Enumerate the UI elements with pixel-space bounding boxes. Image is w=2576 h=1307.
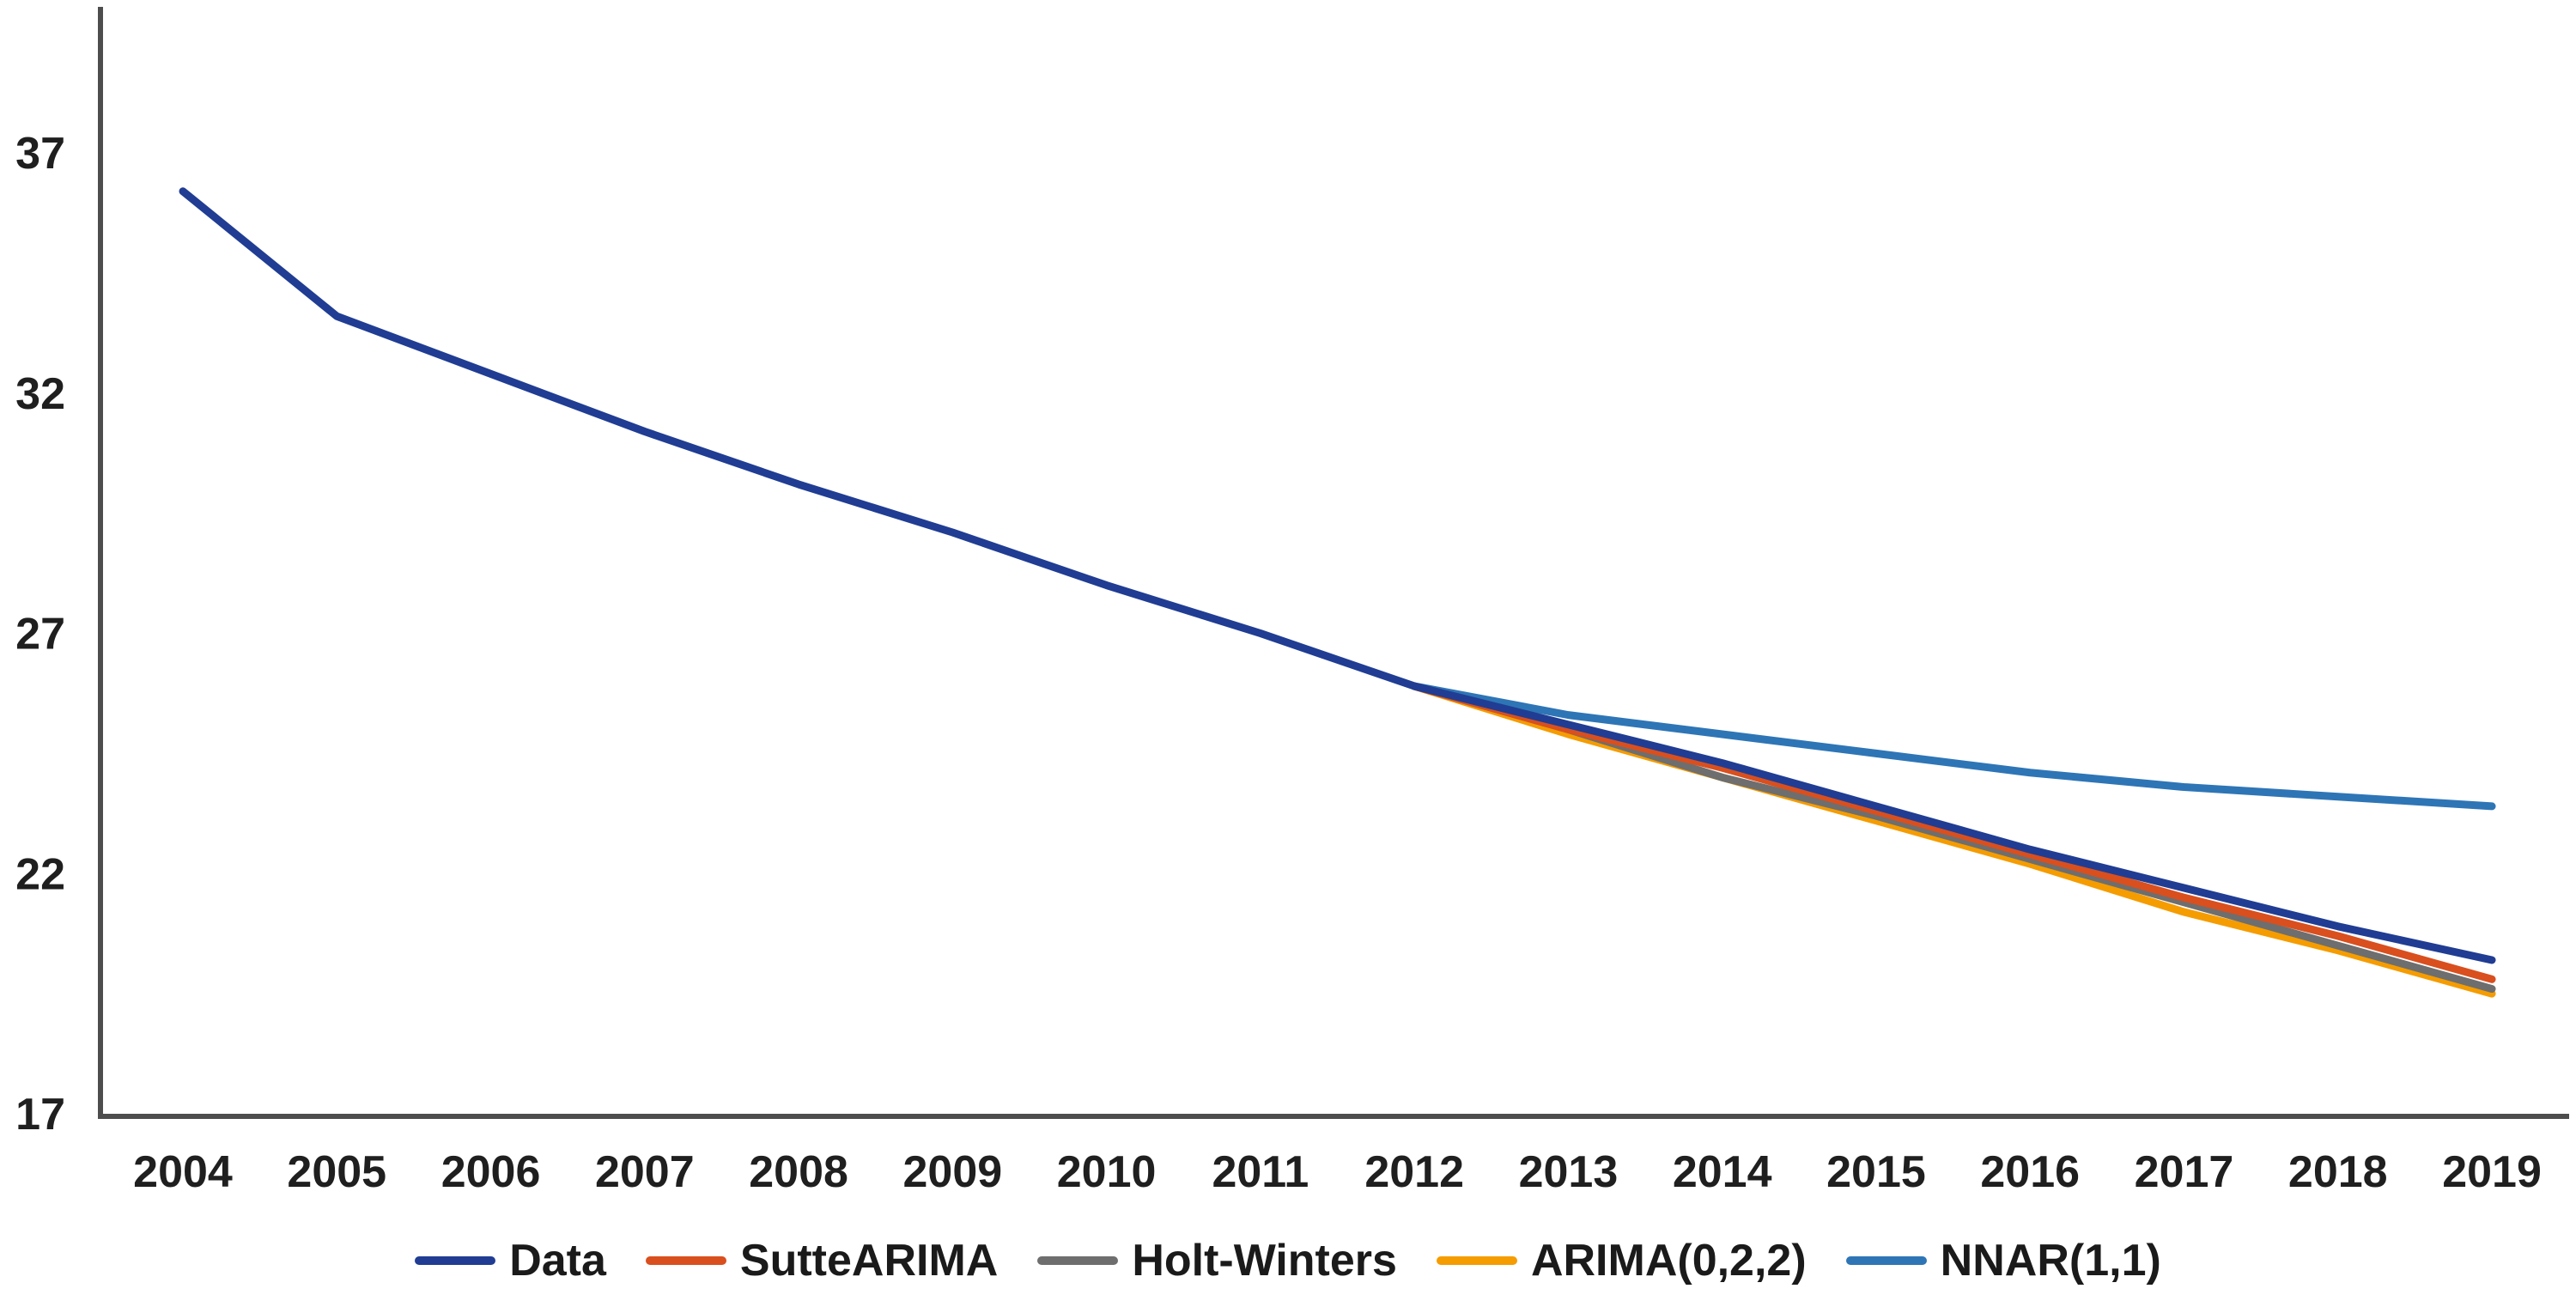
legend-item-data: Data — [415, 1235, 606, 1286]
y-tick-label: 32 — [15, 369, 65, 419]
legend-item-holt-winters: Holt-Winters — [1037, 1235, 1397, 1286]
legend-item-arima-0-2-2: ARIMA(0,2,2) — [1436, 1235, 1807, 1286]
x-tick-label: 2007 — [595, 1147, 695, 1197]
x-tick-label: 2012 — [1364, 1147, 1464, 1197]
y-tick-label: 27 — [15, 610, 65, 660]
x-tick-label: 2008 — [749, 1147, 848, 1197]
legend-item-suttearima: SutteARIMA — [645, 1235, 999, 1286]
y-tick-label: 17 — [15, 1090, 65, 1140]
x-tick-label: 2004 — [133, 1147, 233, 1197]
series-line-nnar-1-1 — [1410, 682, 2496, 811]
x-tick-label: 2019 — [2442, 1147, 2542, 1197]
series-line-data — [179, 187, 2496, 964]
x-tick-label: 2018 — [2288, 1147, 2388, 1197]
x-tick-label: 2009 — [903, 1147, 1003, 1197]
legend-label-nnar-1-1: NNAR(1,1) — [1940, 1236, 2161, 1286]
y-axis-tick-labels: 17 22 27 32 37 — [15, 129, 65, 1140]
legend-label-arima-0-2-2: ARIMA(0,2,2) — [1530, 1236, 1807, 1286]
chart-legend: Data SutteARIMA Holt-Winters ARIMA(0,2,2) NN… — [0, 1235, 2576, 1286]
axes — [98, 7, 2569, 1119]
x-tick-label: 2006 — [441, 1147, 541, 1197]
x-tick-label: 2014 — [1673, 1147, 1772, 1197]
x-tick-label: 2011 — [1212, 1147, 1309, 1197]
legend-swatch-arima-0-2-2 — [1436, 1256, 1517, 1265]
legend-label-holt-winters: Holt-Winters — [1132, 1236, 1397, 1286]
series-line-suttearima — [1410, 682, 2496, 983]
legend-swatch-holt-winters — [1037, 1256, 1119, 1265]
legend-label-suttearima: SutteARIMA — [739, 1236, 999, 1286]
x-tick-label: 2016 — [1980, 1147, 2080, 1197]
x-tick-label: 2013 — [1519, 1147, 1619, 1197]
legend-swatch-suttearima — [645, 1256, 726, 1265]
y-tick-label: 37 — [15, 129, 65, 179]
x-tick-label: 2015 — [1826, 1147, 1926, 1197]
x-tick-label: 2010 — [1057, 1147, 1157, 1197]
x-tick-label: 2017 — [2135, 1147, 2234, 1197]
legend-swatch-nnar-1-1 — [1845, 1256, 1927, 1265]
legend-swatch-data — [415, 1256, 496, 1265]
x-axis-tick-labels: 2004 2005 2006 2007 2008 2009 2010 2011 2012 2013… — [133, 1147, 2542, 1197]
x-tick-label: 2005 — [287, 1147, 386, 1197]
series-lines — [179, 187, 2496, 998]
legend-item-nnar-1-1: NNAR(1,1) — [1845, 1235, 2161, 1286]
legend-label-data: Data — [509, 1236, 606, 1286]
y-tick-label: 22 — [15, 849, 65, 899]
